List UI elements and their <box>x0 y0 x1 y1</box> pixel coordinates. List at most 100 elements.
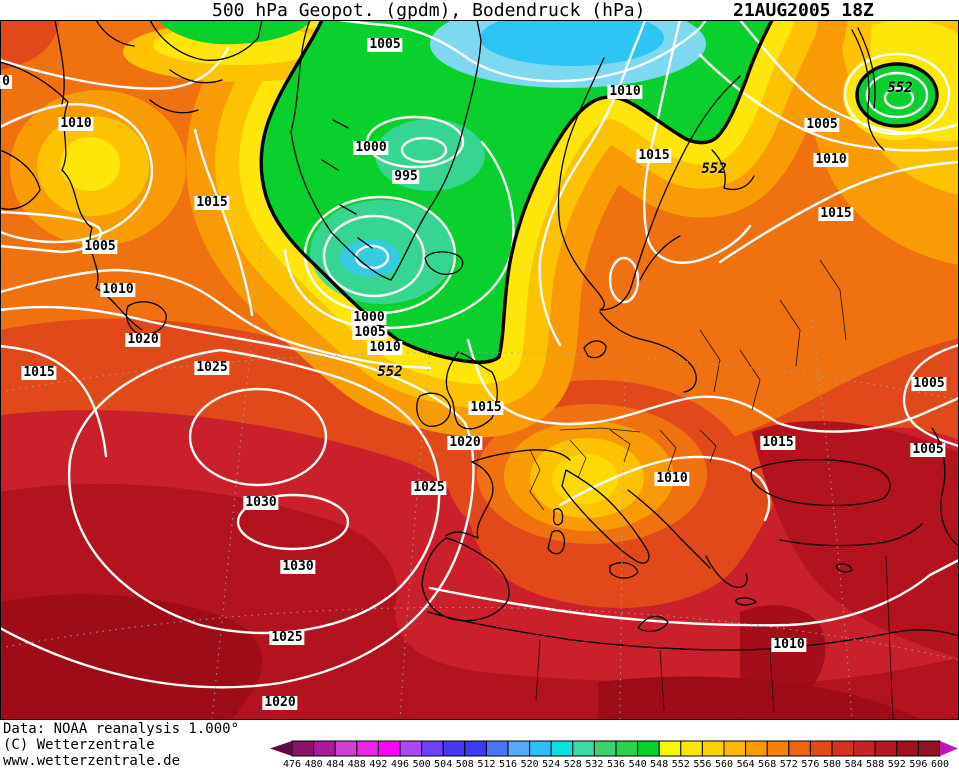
pressure-label: 1005 <box>82 239 118 254</box>
colorbar-tick-label: 512 <box>477 759 495 770</box>
pressure-label: 1015 <box>636 148 672 163</box>
upper-low-region <box>123 20 937 363</box>
colorbar-tick-label: 600 <box>931 759 949 770</box>
colorbar-tick-label: 560 <box>715 759 733 770</box>
pressure-label: 1010 <box>100 282 136 297</box>
colorbar-segment <box>529 740 552 757</box>
colorbar-segment <box>637 740 660 757</box>
pressure-label: 1010 <box>813 152 849 167</box>
colorbar-segment <box>421 740 444 757</box>
colorbar-tick-label: 484 <box>326 759 344 770</box>
pressure-label: 1025 <box>269 630 305 645</box>
pressure-label: 1015 <box>21 365 57 380</box>
colorbar-tick-label: 520 <box>521 759 539 770</box>
colorbar-segment <box>377 740 401 757</box>
colorbar-segment <box>334 740 358 757</box>
pressure-label: 1005 <box>367 37 403 52</box>
pressure-label: 1020 <box>125 332 161 347</box>
titlebar: 500 hPa Geopot. (gpdm), Bodendruck (hPa)… <box>0 0 959 21</box>
colorbar-tick-label: 528 <box>564 759 582 770</box>
colorbar-tick-label: 504 <box>434 759 452 770</box>
colorbar-segment <box>831 740 855 757</box>
pressure-label: 995 <box>392 169 420 184</box>
pressure-label: 1005 <box>910 442 946 457</box>
colorbar-segment <box>550 740 574 757</box>
colorbar-segment <box>809 740 833 757</box>
colorbar-segment <box>874 740 898 757</box>
colorbar-segment <box>723 740 747 757</box>
pressure-label: 1010 <box>367 340 403 355</box>
colorbar-segment <box>313 740 336 757</box>
pressure-label: 552 <box>887 80 913 96</box>
colorbar-tick-label: 524 <box>542 759 560 770</box>
pressure-label: 1030 <box>280 559 316 574</box>
colorbar-segment <box>291 740 315 757</box>
colorbar-segment <box>507 740 531 757</box>
colorbar-segment <box>442 740 466 757</box>
colorbar-tick-label: 588 <box>866 759 884 770</box>
colorbar-tick-label: 580 <box>823 759 841 770</box>
colorbar-segment <box>745 740 768 757</box>
map-svg <box>0 20 959 720</box>
colorbar-tick-label: 576 <box>801 759 819 770</box>
colorbar-tick-label: 552 <box>672 759 690 770</box>
credit-url: www.wetterzentrale.de <box>3 753 181 769</box>
pressure-label: 1015 <box>468 400 504 415</box>
colorbar-segment <box>701 740 725 757</box>
colorbar-segment <box>572 740 595 757</box>
colorbar-segment <box>917 740 941 757</box>
graticule <box>0 239 959 720</box>
pressure-label: 1005 <box>352 325 388 340</box>
pressure-label: 1015 <box>818 206 854 221</box>
pressure-label: 1025 <box>194 360 230 375</box>
colorbar-right-arrow <box>940 741 958 756</box>
colorbar-tick-label: 516 <box>499 759 517 770</box>
colorbar-segment <box>464 740 487 757</box>
pressure-label: 1005 <box>804 117 840 132</box>
colorbar-tick-label: 548 <box>650 759 668 770</box>
colorbar-tick-label: 596 <box>909 759 927 770</box>
pressure-label: 1020 <box>262 695 298 710</box>
pressure-label: 1015 <box>760 435 796 450</box>
map-canvas: 0 1005 1010 1000 995 1015 1005 1010 1000 1005 1010… <box>0 20 959 720</box>
colorbar-tick-label: 572 <box>780 759 798 770</box>
pressure-label: 1010 <box>607 84 643 99</box>
colorbar-tick-label: 488 <box>348 759 366 770</box>
pressure-label: 1010 <box>58 116 94 131</box>
colorbar-tick-label: 476 <box>283 759 301 770</box>
colorbar-tick-label: 492 <box>369 759 387 770</box>
colorbar-tick-label: 592 <box>888 759 906 770</box>
credit-data-source: Data: NOAA reanalysis 1.000° <box>3 721 240 737</box>
pressure-label: 1020 <box>447 435 483 450</box>
colorbar-tick-label: 540 <box>629 759 647 770</box>
isobar-lines <box>0 20 959 689</box>
colorbar-tick-label: 556 <box>693 759 711 770</box>
colorbar-segment <box>593 740 617 757</box>
country-borders <box>529 259 894 720</box>
contour-552 <box>259 20 939 364</box>
colorbar-segment <box>485 740 509 757</box>
colorbar-tick-label: 564 <box>737 759 755 770</box>
pressure-label: 1025 <box>411 480 447 495</box>
colorbar-tick-label: 500 <box>413 759 431 770</box>
colorbar-tick-label: 480 <box>305 759 323 770</box>
colorbar-segment <box>788 740 811 757</box>
colorbar-segment <box>615 740 639 757</box>
pressure-label: 1010 <box>654 471 690 486</box>
map-datetime: 21AUG2005 18Z <box>733 0 874 21</box>
colorbar-svg: 476 480 484 488 492 496 500 504 508 512 516 520 524 5… <box>270 740 958 770</box>
pressure-label: 1015 <box>194 195 230 210</box>
colorbar-tick-label: 536 <box>607 759 625 770</box>
pressure-label: 1000 <box>351 310 387 325</box>
colorbar-segment <box>399 740 423 757</box>
credit-copyright: (C) Wetterzentrale <box>3 737 155 753</box>
pressure-label: 1005 <box>911 376 947 391</box>
pressure-label: 1030 <box>243 495 279 510</box>
colorbar-tick-label: 496 <box>391 759 409 770</box>
map-title: 500 hPa Geopot. (gpdm), Bodendruck (hPa) <box>212 0 646 21</box>
colorbar-tick-label: 532 <box>585 759 603 770</box>
colorbar-segment <box>356 740 379 757</box>
colorbar-left-arrow <box>270 741 292 756</box>
colorbar-segment <box>766 740 790 757</box>
